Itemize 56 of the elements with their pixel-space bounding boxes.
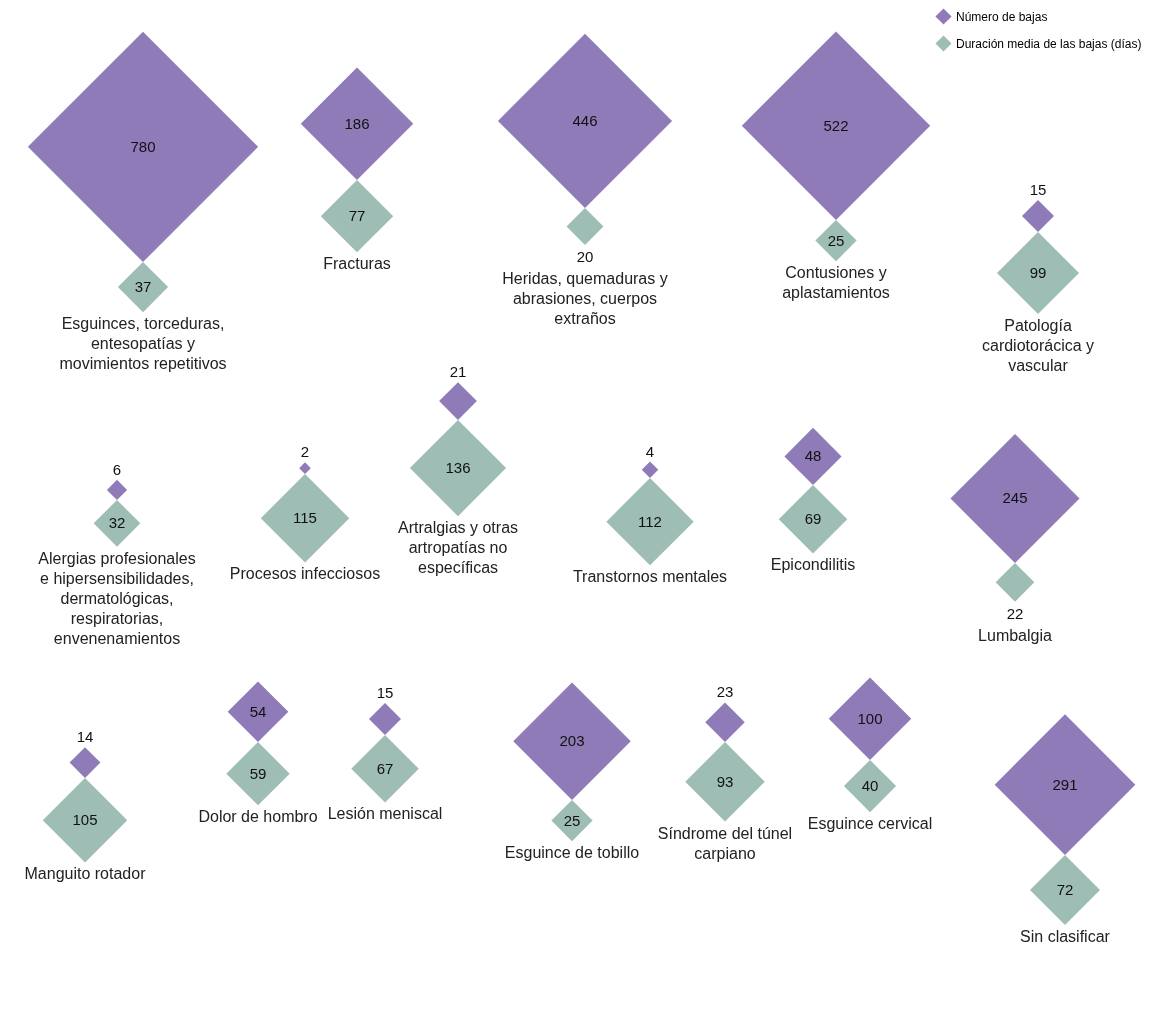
data-label: 6 — [112, 460, 122, 478]
data-label: 446 — [572, 111, 598, 129]
data-label: 21 — [449, 363, 467, 381]
data-label: 77 — [348, 207, 366, 225]
data-label: 136 — [445, 459, 471, 477]
category-label: Lesión meniscal — [327, 805, 443, 823]
category-label: Heridas, quemaduras y abrasiones, cuerpos extraños — [502, 269, 668, 327]
category-label: Lumbalgia — [978, 626, 1053, 644]
category-label: Artralgias y otras artropatías no específicas — [397, 519, 519, 577]
data-label: 15 — [1029, 181, 1047, 199]
data-label: 780 — [130, 137, 156, 155]
category-label: Esguince de tobillo — [504, 844, 640, 862]
data-label: 4 — [645, 442, 655, 460]
data-label: 14 — [76, 728, 94, 746]
legend-label: Duración media de las bajas (días) — [956, 36, 1142, 51]
data-label: 59 — [249, 764, 267, 782]
data-label: 54 — [249, 702, 267, 720]
data-label: 112 — [638, 512, 662, 530]
data-label: 203 — [559, 732, 585, 750]
data-label: 72 — [1056, 880, 1074, 898]
category-label: Contusiones y aplastamientos — [782, 264, 890, 302]
data-label: 37 — [134, 278, 152, 296]
category-label: Esguince cervical — [807, 815, 933, 833]
category-label: Fracturas — [323, 255, 391, 273]
category-label: Dolor de hombro — [198, 808, 318, 826]
category-label: Manguito rotador — [24, 865, 147, 883]
data-label: 2 — [300, 443, 310, 461]
category-label: Procesos infecciosos — [229, 565, 381, 583]
data-label: 186 — [344, 114, 370, 132]
category-label: Transtornos mentales — [572, 568, 728, 586]
category-label: Epicondilitis — [770, 556, 856, 574]
data-label: 25 — [563, 811, 581, 829]
data-label: 99 — [1029, 264, 1047, 282]
data-label: 100 — [857, 709, 883, 727]
data-label: 32 — [108, 514, 126, 532]
data-label: 20 — [576, 247, 594, 265]
data-label: 105 — [72, 811, 98, 829]
category-label: Patología cardiotorácica y vascular — [981, 317, 1095, 375]
data-label: 40 — [861, 777, 879, 795]
category-label: Síndrome del túnel carpiano — [657, 824, 793, 862]
data-label: 522 — [823, 116, 849, 134]
data-label: 23 — [716, 683, 734, 701]
legend-label: Número de bajas — [956, 9, 1048, 24]
data-label: 22 — [1006, 604, 1024, 622]
data-label: 67 — [376, 759, 394, 777]
data-label: 15 — [376, 684, 394, 702]
data-label: 48 — [804, 447, 822, 465]
data-label: 25 — [827, 231, 845, 249]
data-label: 115 — [293, 509, 317, 527]
data-label: 245 — [1002, 489, 1028, 507]
data-label: 93 — [716, 772, 734, 790]
data-label: 291 — [1052, 775, 1078, 793]
category-label: Alergias profesionales e hipersensibilidades, dermatológicas, respiratorias, envenenamientos — [38, 549, 196, 647]
category-label: Esguinces, torceduras, entesopatías y movimientos repetitivos — [59, 315, 227, 373]
data-label: 69 — [804, 510, 822, 528]
category-label: Sin clasificar — [1020, 927, 1111, 945]
